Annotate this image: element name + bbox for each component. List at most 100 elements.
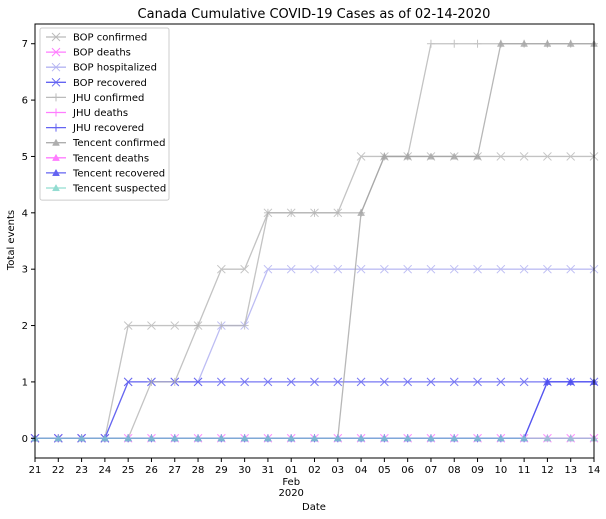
x-tick-label: 03 <box>331 465 344 476</box>
data-point <box>403 152 412 160</box>
data-point <box>496 39 505 47</box>
x-tick-label: 09 <box>471 465 484 476</box>
data-point <box>147 377 156 386</box>
x-month-label: Feb <box>282 477 300 488</box>
data-point <box>310 377 319 387</box>
data-point <box>123 321 133 330</box>
x-tick-label: 27 <box>168 465 181 476</box>
data-point <box>287 434 296 442</box>
data-point <box>426 39 435 48</box>
data-point <box>333 208 342 217</box>
legend: BOP confirmed BOP deaths BOP hospitalized B… <box>39 27 170 201</box>
data-point <box>520 434 529 442</box>
data-point <box>333 377 343 387</box>
x-tick-label: 30 <box>238 465 251 476</box>
legend-label: BOP hospitalized <box>73 63 157 74</box>
y-tick-label: 1 <box>22 377 28 388</box>
y-tick-label: 7 <box>22 39 28 50</box>
data-point <box>450 39 459 48</box>
legend-item <box>46 108 66 117</box>
legend-marker <box>51 62 61 72</box>
x-tick-label: 23 <box>75 465 88 476</box>
y-tick-label: 2 <box>22 321 28 332</box>
legend-item <box>46 62 66 72</box>
legend-item <box>46 138 66 146</box>
x-tick-label: 26 <box>145 465 158 476</box>
legend-item <box>46 123 66 132</box>
data-point <box>450 434 459 442</box>
data-point <box>473 152 482 160</box>
data-point <box>357 434 366 442</box>
legend-label: Tencent recovered <box>72 168 165 179</box>
data-point <box>310 434 319 442</box>
data-point <box>473 264 482 274</box>
data-point <box>356 152 366 161</box>
y-axis-label: Total events <box>6 210 17 271</box>
data-point <box>380 264 389 274</box>
legend-label: BOP deaths <box>73 48 131 59</box>
x-tick-label: 29 <box>215 465 228 476</box>
data-point <box>380 434 389 442</box>
x-tick-label: 10 <box>494 465 507 476</box>
x-tick-label: 21 <box>29 465 42 476</box>
data-point <box>263 208 272 217</box>
data-point <box>403 377 413 387</box>
data-point <box>147 321 156 330</box>
data-point <box>426 264 436 274</box>
series-tencent-suspected <box>31 434 598 442</box>
data-point <box>427 434 435 442</box>
data-point <box>193 377 203 387</box>
data-point <box>286 377 296 387</box>
data-point <box>403 264 413 274</box>
data-point <box>543 39 552 47</box>
data-point <box>450 152 459 160</box>
x-tick-label: 12 <box>541 465 554 476</box>
data-point <box>240 321 249 330</box>
data-point <box>496 152 506 161</box>
data-point <box>566 39 575 47</box>
data-point <box>496 264 506 274</box>
data-point <box>427 152 435 160</box>
x-tick-label: 01 <box>285 465 298 476</box>
data-point <box>473 39 482 48</box>
x-tick-label: 31 <box>262 465 275 476</box>
data-point <box>473 434 482 442</box>
legend-label: JHU deaths <box>72 108 128 119</box>
data-point <box>217 434 226 442</box>
data-point <box>240 264 249 274</box>
data-point <box>519 264 529 274</box>
y-tick-label: 0 <box>22 434 28 445</box>
legend-item <box>46 168 66 176</box>
x-tick-label: 08 <box>448 465 461 476</box>
data-point <box>54 434 63 442</box>
data-point <box>543 152 552 161</box>
legend-item <box>46 77 66 87</box>
y-tick-label: 4 <box>22 208 28 219</box>
data-point <box>124 434 133 442</box>
x-tick-label: 24 <box>99 465 112 476</box>
data-point <box>496 377 506 387</box>
data-point <box>333 434 342 442</box>
data-point <box>380 377 389 387</box>
data-point <box>380 152 389 160</box>
legend-item <box>46 93 66 102</box>
legend-item <box>46 183 66 192</box>
x-tick-label: 25 <box>122 465 135 476</box>
y-tick-label: 5 <box>22 152 28 163</box>
data-point <box>543 377 552 385</box>
x-tick-label: 28 <box>192 465 205 476</box>
data-point <box>566 264 576 274</box>
data-point <box>100 434 109 442</box>
legend-marker <box>52 123 60 132</box>
chart-title: Canada Cumulative COVID-19 Cases as of 0… <box>138 7 491 22</box>
data-point <box>496 434 505 442</box>
data-point <box>216 377 226 387</box>
data-point <box>403 434 412 442</box>
data-point <box>240 377 249 387</box>
data-point <box>263 264 273 274</box>
x-tick-label: 07 <box>425 465 438 476</box>
legend-marker <box>52 153 60 161</box>
data-point <box>194 321 203 330</box>
x-tick-label: 04 <box>355 465 368 476</box>
data-point <box>123 377 133 387</box>
